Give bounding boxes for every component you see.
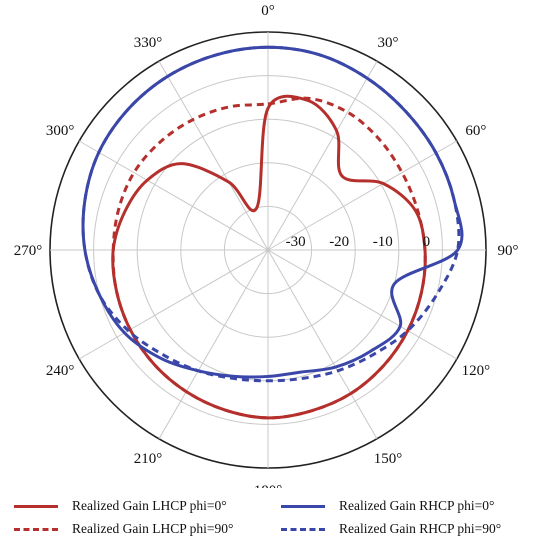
angle-tick-label: 60° bbox=[465, 123, 486, 139]
grid-spoke bbox=[158, 249, 269, 440]
legend-label: Realized Gain LHCP phi=0° bbox=[72, 498, 227, 513]
series-line-3 bbox=[81, 45, 461, 383]
legend-label: Realized Gain RHCP phi=0° bbox=[339, 498, 495, 513]
radial-tick-label: 0 bbox=[423, 234, 431, 250]
angle-tick-label: 240° bbox=[46, 363, 75, 379]
legend-item-lhcp-phi0: Realized Gain LHCP phi=0° bbox=[14, 498, 227, 514]
angle-tick-label: 330° bbox=[134, 35, 163, 51]
angle-tick-label: 210° bbox=[134, 451, 163, 467]
angle-tick-label: 0° bbox=[261, 3, 275, 19]
series-group bbox=[81, 45, 464, 420]
angle-tick-label: 90° bbox=[498, 243, 519, 259]
legend-swatch bbox=[281, 527, 325, 531]
legend-item-rhcp-phi0: Realized Gain RHCP phi=0° bbox=[281, 498, 494, 514]
grid-spoke bbox=[267, 60, 378, 251]
angle-tick-label: 30° bbox=[378, 35, 399, 51]
grid-spoke bbox=[267, 249, 458, 360]
polar-grid bbox=[49, 31, 487, 469]
legend-label: Realized Gain LHCP phi=90° bbox=[72, 521, 234, 536]
angle-tick-label: 180° bbox=[254, 483, 283, 488]
legend-swatch bbox=[14, 504, 58, 508]
grid-spoke bbox=[78, 140, 269, 251]
radial-tick-label: -20 bbox=[329, 234, 349, 250]
radial-tick-label: -10 bbox=[373, 234, 393, 250]
legend: Realized Gain LHCP phi=0° Realized Gain … bbox=[0, 488, 546, 548]
tick-labels: 0° 30° 60° 90° 120° 150° 180° 210° 240° 270° 300° 3… bbox=[14, 3, 519, 488]
grid-spoke bbox=[267, 140, 458, 251]
grid-spoke bbox=[78, 249, 269, 360]
grid-spoke bbox=[267, 249, 378, 440]
series-line-2 bbox=[81, 45, 464, 379]
radial-tick-label: -30 bbox=[286, 234, 306, 250]
angle-tick-label: 300° bbox=[46, 123, 75, 139]
legend-swatch bbox=[14, 527, 58, 531]
grid-spoke bbox=[158, 60, 269, 251]
legend-label: Realized Gain RHCP phi=90° bbox=[339, 521, 502, 536]
angle-tick-label: 270° bbox=[14, 243, 43, 259]
angle-tick-label: 150° bbox=[374, 451, 403, 467]
legend-item-lhcp-phi90: Realized Gain LHCP phi=90° bbox=[14, 521, 233, 537]
legend-swatch bbox=[281, 504, 325, 508]
angle-tick-label: 120° bbox=[462, 363, 491, 379]
legend-item-rhcp-phi90: Realized Gain RHCP phi=90° bbox=[281, 521, 501, 537]
polar-chart: 0° 30° 60° 90° 120° 150° 180° 210° 240° 270° 300° 3… bbox=[14, 3, 519, 488]
